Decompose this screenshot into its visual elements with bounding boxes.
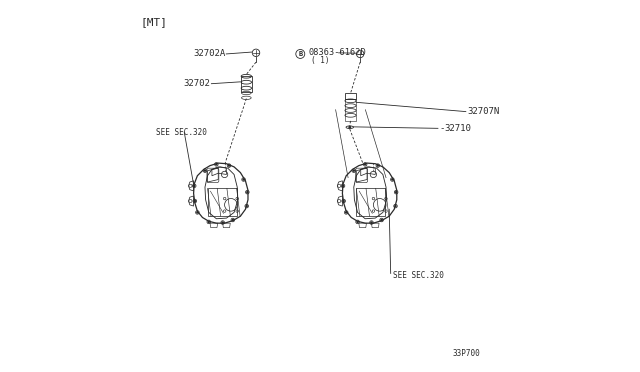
Text: 32702A: 32702A [193,49,225,58]
Circle shape [346,212,347,213]
Circle shape [247,192,248,193]
Text: 08363-6162D: 08363-6162D [308,48,366,57]
Circle shape [232,219,234,221]
Circle shape [228,165,230,166]
Bar [346,93,356,99]
Circle shape [208,221,209,222]
Text: -: - [439,124,444,133]
Circle shape [349,126,351,128]
Bar [207,188,237,216]
Text: B: B [298,51,303,57]
Circle shape [194,185,195,186]
Text: [MT]: [MT] [141,17,168,27]
Circle shape [396,192,397,193]
Bar [356,188,385,216]
Circle shape [342,185,344,186]
Circle shape [222,222,223,223]
Text: ( 1): ( 1) [310,56,329,65]
Text: 32710: 32710 [445,124,472,133]
Text: 32707N: 32707N [467,107,499,116]
Bar [345,99,356,121]
Circle shape [381,219,382,221]
Text: SEE SEC.320: SEE SEC.320 [156,128,207,137]
Text: 33P700: 33P700 [452,349,480,358]
Bar [241,76,252,92]
Circle shape [353,170,355,171]
Circle shape [371,222,372,223]
Text: SEE SEC.320: SEE SEC.320 [392,271,444,280]
Circle shape [343,201,344,202]
Circle shape [197,212,198,213]
Circle shape [392,179,393,180]
Circle shape [357,221,358,222]
Circle shape [377,165,378,166]
Text: 32702: 32702 [184,79,211,88]
Circle shape [243,179,244,180]
Circle shape [204,170,205,171]
Circle shape [216,164,217,165]
